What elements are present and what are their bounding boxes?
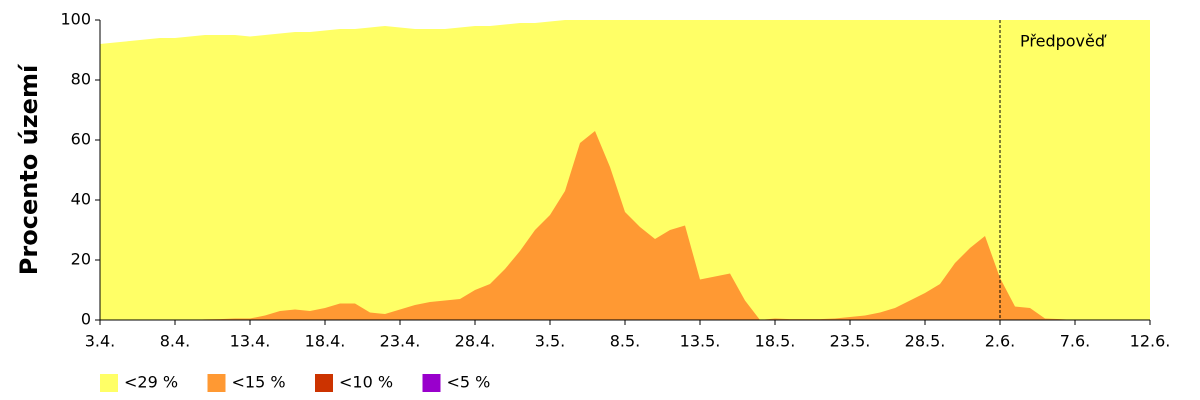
legend-label: <15 % <box>232 373 286 392</box>
area <box>100 20 1150 320</box>
x-tick-label: 23.4. <box>380 332 421 351</box>
x-tick-label: 13.4. <box>230 332 271 351</box>
y-tick-label: 40 <box>71 190 91 209</box>
legend-label: <10 % <box>339 373 393 392</box>
y-tick-label: 100 <box>60 10 91 29</box>
x-tick-label: 2.6. <box>985 332 1016 351</box>
y-tick-label: 20 <box>71 250 91 269</box>
legend-swatch <box>207 374 226 392</box>
x-tick-label: 8.4. <box>160 332 191 351</box>
x-tick-label: 23.5. <box>830 332 871 351</box>
y-tick-label: 80 <box>71 70 91 89</box>
x-tick-label: 12.6. <box>1130 332 1171 351</box>
forecast-label: Předpověď <box>1020 32 1107 51</box>
y-tick-label: 60 <box>71 130 91 149</box>
x-tick-label: 13.5. <box>680 332 721 351</box>
x-tick-label: 18.4. <box>305 332 346 351</box>
x-tick-label: 28.5. <box>905 332 946 351</box>
legend-label: <29 % <box>124 373 178 392</box>
legend-swatch <box>100 374 118 392</box>
x-tick-label: 7.6. <box>1060 332 1091 351</box>
x-tick-label: 3.4. <box>85 332 116 351</box>
y-axis-label: Procento území <box>15 63 43 275</box>
legend-swatch <box>422 374 441 392</box>
legend-label: <5 % <box>447 373 491 392</box>
x-tick-label: 8.5. <box>610 332 641 351</box>
area <box>100 131 1150 320</box>
x-tick-label: 18.5. <box>755 332 796 351</box>
x-tick-label: 3.5. <box>535 332 566 351</box>
legend-swatch <box>315 374 333 392</box>
x-tick-label: 28.4. <box>455 332 496 351</box>
y-tick-label: 0 <box>81 310 91 329</box>
